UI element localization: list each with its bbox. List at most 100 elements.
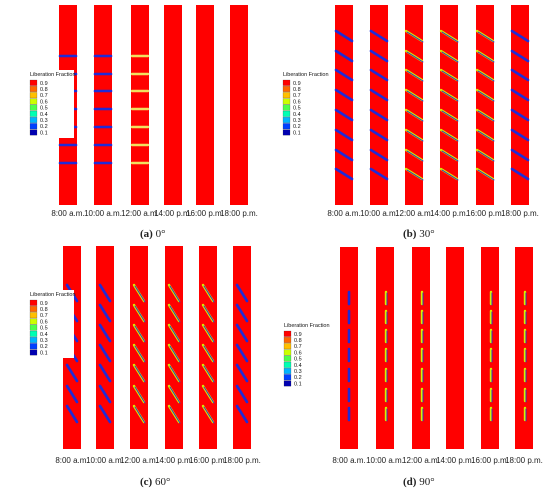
time-label-d-1: 8:00 a.m. [332, 456, 365, 465]
fin-b-1-6 [334, 128, 354, 142]
legend-label-a-9: 0.1 [40, 130, 48, 136]
caption-b-angle: 30° [419, 228, 435, 240]
panel-c: 8:00 a.m.10:00 a.m.12:00 a.m.14:00 p.m.1… [28, 246, 261, 465]
caption-a-tag: (a) [140, 228, 153, 240]
melt-column-d-6 [515, 247, 533, 449]
melt-column-d-2 [376, 247, 394, 449]
fin-edge-b-4-4 [441, 90, 459, 102]
fin-edge-b-4-3 [441, 70, 459, 82]
caption-d: (d) 90° [403, 476, 435, 488]
legend-swatch-b-2 [282, 86, 291, 92]
fin-b-2-4 [369, 88, 389, 102]
fin-edge-c-4-4 [169, 345, 181, 363]
melt-column-d-4 [446, 247, 464, 449]
fin-c-1-7 [65, 404, 79, 424]
fin-edge-c-4-3 [169, 325, 181, 343]
fin-b-2-6 [369, 128, 389, 142]
fin-c-1-5 [65, 363, 79, 383]
legend-title-d: Liberation Fraction [284, 323, 330, 329]
legend-title-a: Liberation Fraction [30, 72, 76, 78]
melt-column-a-2 [94, 5, 112, 205]
legend-swatch-c-8 [29, 343, 38, 350]
fin-c-6-3 [235, 323, 249, 343]
legend-swatch-d-7 [283, 368, 292, 374]
fin-b-1-2 [334, 49, 354, 63]
legend-label-d-5: 0.5 [294, 357, 302, 363]
legend-label-a-4: 0.6 [40, 99, 48, 105]
fin-b-1-1 [334, 29, 354, 43]
fin-b-6-5 [510, 108, 530, 122]
fin-edge-b-5-8 [477, 169, 495, 181]
legend-label-c-3: 0.7 [40, 313, 48, 319]
time-label-c-1: 8:00 a.m. [55, 456, 88, 465]
fin-b-6-3 [510, 68, 530, 82]
fin-edge-c-5-6 [203, 386, 215, 404]
legend-label-b-2: 0.8 [293, 87, 301, 93]
fin-edge-b-5-6 [477, 130, 495, 142]
legend-swatch-a-8 [29, 123, 38, 130]
fin-edge-c-3-4 [134, 345, 146, 363]
fin-b-6-8 [510, 167, 530, 181]
fin-edge-c-4-2 [169, 305, 181, 323]
melt-column-b-6 [511, 5, 529, 205]
time-label-b-6: 18:00 p.m. [501, 209, 539, 218]
legend-label-b-1: 0.9 [293, 81, 301, 87]
fin-c-6-1 [235, 283, 249, 303]
fin-edge-b-5-3 [477, 70, 495, 82]
legend-label-d-2: 0.8 [294, 338, 302, 344]
fin-b-2-2 [369, 49, 389, 63]
fin-b-1-8 [334, 167, 354, 181]
legend-label-d-3: 0.7 [294, 344, 302, 350]
time-label-a-2: 10:00 a.m. [84, 209, 122, 218]
legend-label-b-3: 0.7 [293, 93, 301, 99]
legend-swatch-b-1 [282, 79, 291, 86]
legend-title-b: Liberation Fraction [283, 72, 329, 78]
fin-edge-b-3-4 [406, 90, 424, 102]
time-label-a-5: 16:00 p.m. [186, 209, 224, 218]
fin-edge-c-5-2 [203, 305, 215, 323]
time-label-c-4: 14:00 p.m. [155, 456, 193, 465]
legend-swatch-b-4 [282, 98, 291, 105]
fin-c-2-2 [98, 303, 112, 323]
legend-label-c-8: 0.2 [40, 344, 48, 350]
melt-column-c-5 [199, 246, 217, 449]
fin-edge-c-3-5 [134, 365, 146, 383]
legend-swatch-a-5 [29, 104, 38, 111]
legend-label-a-6: 0.4 [40, 112, 48, 118]
fin-edge-b-3-2 [406, 51, 424, 63]
fin-edge-c-5-5 [203, 365, 215, 383]
legend-swatch-c-1 [29, 299, 38, 306]
fin-c-6-7 [235, 404, 249, 424]
legend-label-a-3: 0.7 [40, 93, 48, 99]
legend-swatch-c-3 [29, 312, 38, 319]
legend-swatch-a-4 [29, 98, 38, 105]
legend-swatch-b-6 [282, 110, 291, 117]
fin-edge-c-3-6 [134, 386, 146, 404]
legend-swatch-a-6 [29, 110, 38, 117]
legend-label-a-1: 0.9 [40, 81, 48, 87]
time-label-c-6: 18:00 p.m. [223, 456, 261, 465]
time-label-a-6: 18:00 p.m. [220, 209, 258, 218]
legend-label-c-5: 0.5 [40, 326, 48, 332]
legend-swatch-b-3 [282, 92, 291, 99]
fin-edge-b-3-3 [406, 70, 424, 82]
fin-b-2-7 [369, 148, 389, 162]
melt-column-b-1 [335, 5, 353, 205]
legend-label-b-4: 0.6 [293, 99, 301, 105]
panel-d: 8:00 a.m. 10:00 a.m.12:00 a.m. 16:00 p.m.1… [282, 247, 543, 465]
legend-label-b-6: 0.4 [293, 112, 301, 118]
fin-edge-b-4-7 [441, 150, 459, 162]
fin-edge-b-5-1 [477, 31, 495, 43]
time-label-b-5: 16:00 p.m. [466, 209, 504, 218]
melt-column-b-5 [476, 5, 494, 205]
fin-edge-b-5-4 [477, 90, 495, 102]
fin-c-2-4 [98, 343, 112, 363]
fin-edge-c-4-6 [169, 386, 181, 404]
fin-b-6-1 [510, 29, 530, 43]
time-label-a-4: 14:00 p.m. [154, 209, 192, 218]
legend-swatch-d-5 [283, 355, 292, 362]
melt-column-b-3 [405, 5, 423, 205]
legend-label-d-9: 0.1 [294, 381, 302, 387]
legend-label-b-9: 0.1 [293, 130, 301, 136]
